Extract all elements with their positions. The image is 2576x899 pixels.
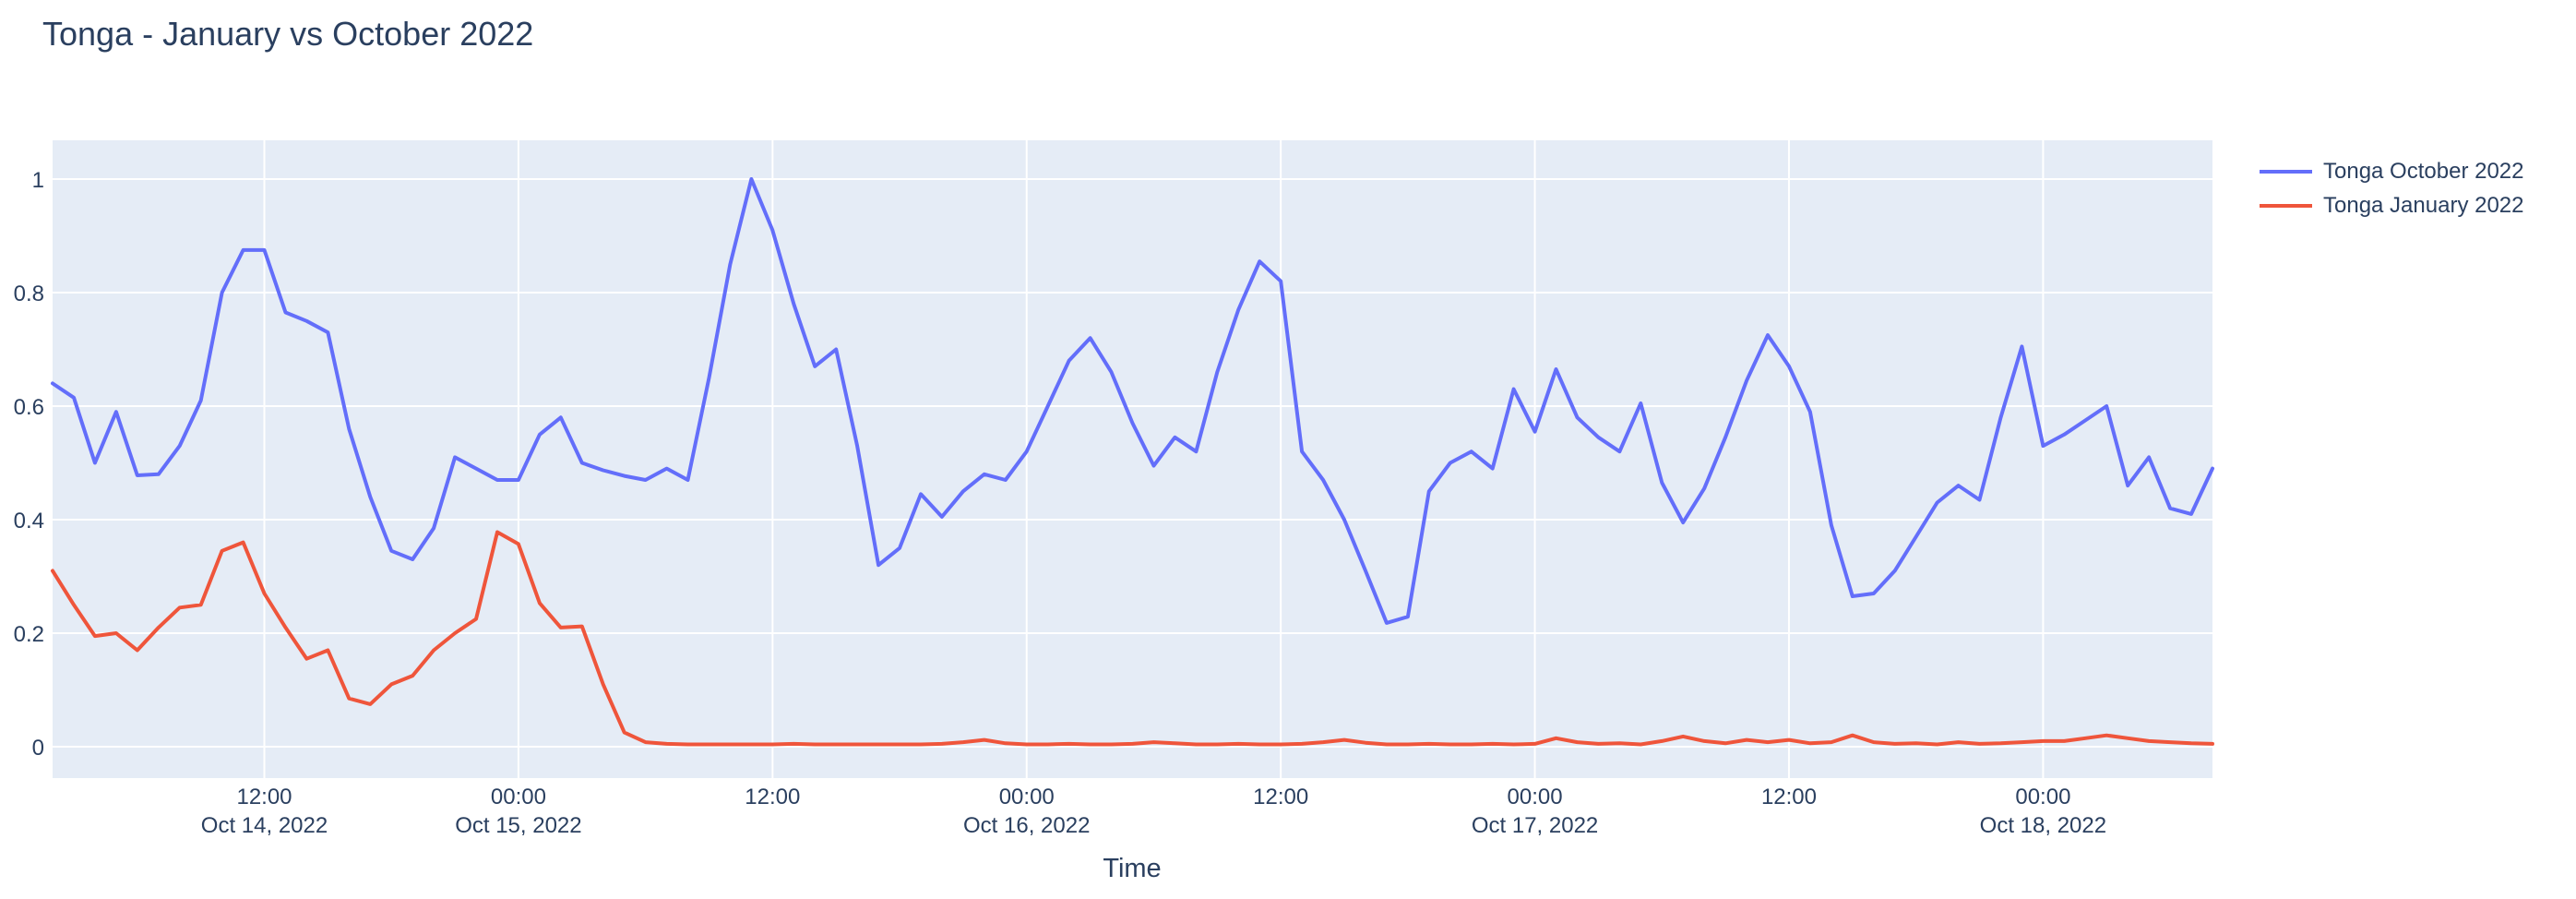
x-tick-date-label: Oct 14, 2022 <box>201 813 328 838</box>
y-tick-label-0.6: 0.6 <box>14 395 44 420</box>
y-tick-label-1: 1 <box>32 168 44 193</box>
x-tick-date-label: Oct 17, 2022 <box>1472 813 1598 838</box>
y-tick-label-0.8: 0.8 <box>14 282 44 306</box>
y-tick-label-0.4: 0.4 <box>14 509 44 533</box>
y-tick-label-0: 0 <box>32 736 44 761</box>
legend: Tonga October 2022 Tonga January 2022 <box>2260 154 2524 222</box>
x-tick-time-label: 12:00 <box>236 785 292 809</box>
x-tick-time-label: 00:00 <box>1508 785 1563 809</box>
x-tick-time-label: 12:00 <box>745 785 800 809</box>
x-tick-date-label: Oct 18, 2022 <box>1980 813 2106 838</box>
x-tick-time-label: 00:00 <box>491 785 546 809</box>
series-line-tonga-january-2022[interactable] <box>51 530 2214 747</box>
x-tick-time-label: 12:00 <box>1253 785 1308 809</box>
legend-label: Tonga October 2022 <box>2323 158 2524 184</box>
legend-line-swatch <box>2260 203 2312 208</box>
plot-area[interactable] <box>53 140 2212 778</box>
x-tick-time-label: 12:00 <box>1761 785 1817 809</box>
chart-title: Tonga - January vs October 2022 <box>42 15 534 53</box>
x-tick-date-label: Oct 15, 2022 <box>455 813 581 838</box>
legend-label: Tonga January 2022 <box>2323 192 2524 218</box>
legend-line-swatch <box>2260 169 2312 174</box>
legend-item-tonga-october-2022[interactable]: Tonga October 2022 <box>2260 154 2524 188</box>
legend-item-tonga-january-2022[interactable]: Tonga January 2022 <box>2260 188 2524 222</box>
x-axis-title: Time <box>1103 854 1162 883</box>
series-line-tonga-october-2022[interactable] <box>51 177 2214 625</box>
x-tick-time-label: 00:00 <box>2015 785 2070 809</box>
y-tick-label-0.2: 0.2 <box>14 622 44 647</box>
x-tick-time-label: 00:00 <box>999 785 1055 809</box>
x-tick-date-label: Oct 16, 2022 <box>963 813 1090 838</box>
